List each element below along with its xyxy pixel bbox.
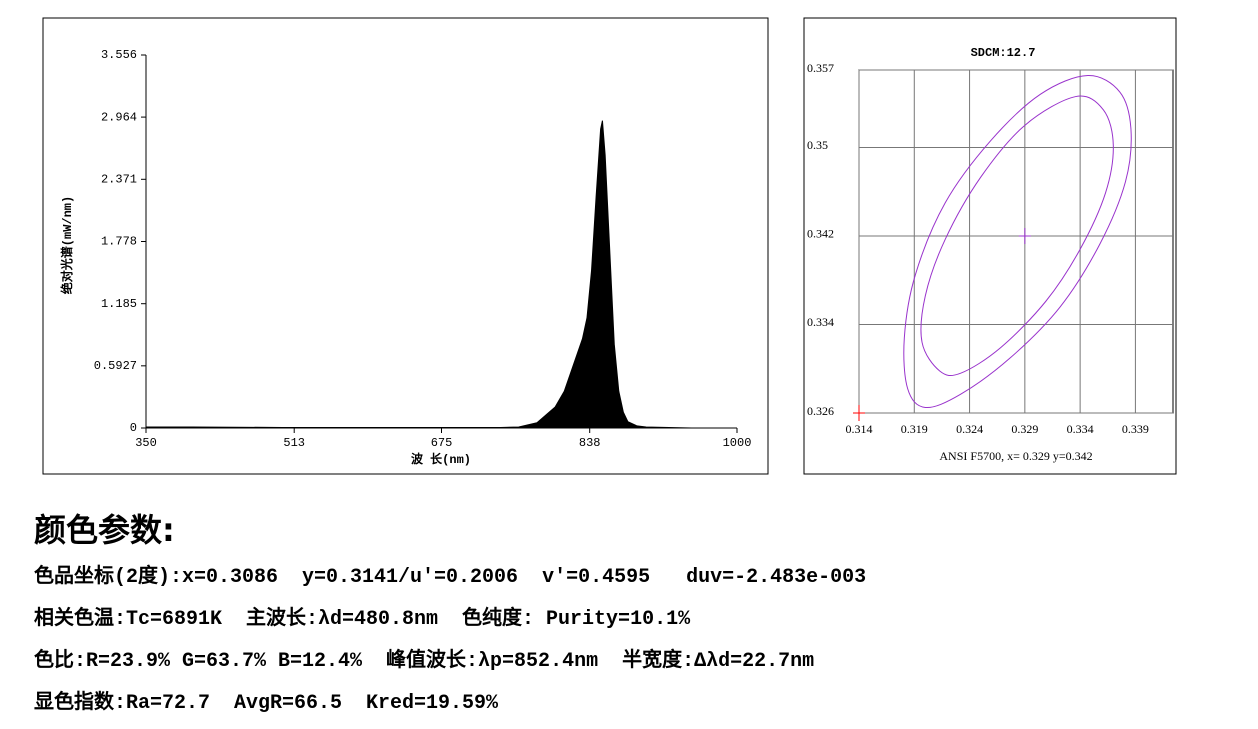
x-tick-label: 675 [431,436,453,450]
spectrum-area [145,120,737,429]
x-axis-label: ANSI F5700, x= 0.329 y=0.342 [939,449,1092,463]
y-tick-label: 0.326 [807,404,834,418]
x-tick-label: 1000 [723,436,752,450]
y-tick-label: 0.342 [807,227,834,241]
y-tick-label: 3.556 [101,48,137,62]
x-tick-label: 350 [135,436,157,450]
sdcm-ellipse [903,75,1132,409]
sdcm-ellipse [920,95,1114,377]
x-tick-label: 0.319 [901,422,928,436]
x-tick-label: 0.339 [1122,422,1149,436]
x-tick-label: 0.324 [956,422,983,436]
charts: 绝对光谱(mW/nm) 波 长(nm) SDCM:12.7 ANSI F5700… [42,17,1177,475]
right-panel [803,17,1177,475]
param-line: 色比:R=23.9% G=63.7% B=12.4% 峰值波长:λp=852.4… [34,650,815,673]
y-tick-label: 0.357 [807,61,834,75]
x-tick-label: 838 [579,436,601,450]
plot-frame [858,69,1174,414]
x-axis-label: 波 长(nm) [411,451,471,467]
y-tick-label: 0.5927 [94,359,137,373]
x-tick-label: 0.314 [846,422,873,436]
y-tick-label: 2.964 [101,110,137,124]
y-tick-label: 1.778 [101,235,137,249]
param-line: 显色指数:Ra=72.7 AvgR=66.5 Kred=19.59% [34,692,499,715]
heading: 颜色参数: [34,511,175,549]
cross-marker [1018,227,1031,244]
chart: 0.326 0.334 0.342 0.35 0.357 0.314 0.319 0.324 0… [807,61,1174,436]
cross-marker [853,405,865,421]
y-tick-label: 0.334 [807,315,834,329]
y-tick-label: 1.185 [101,297,137,311]
chart-title: SDCM:12.7 [971,46,1036,60]
parameters: 颜色参数: 色品坐标(2度):x=0.3086 y=0.3141/u'=0.20… [34,505,866,725]
param-line: 相关色温:Tc=6891K 主波长:λd=480.8nm 色纯度: Purity… [34,608,691,631]
x-tick-label: 0.334 [1067,422,1094,436]
x-tick-label: 0.329 [1011,422,1038,436]
y-tick-label: 0.35 [807,138,828,152]
x-tick-label: 513 [283,436,305,450]
param-line: 色品坐标(2度):x=0.3086 y=0.3141/u'=0.2006 v'=… [34,566,867,589]
left-panel [42,17,769,475]
chart: 0 0.5927 1.185 1.778 2.371 2.964 3.556 350 513 67… [94,48,752,450]
y-axis-label: 绝对光谱(mW/nm) [59,196,75,294]
y-tick-label: 0 [130,421,137,435]
y-tick-label: 2.371 [101,172,137,186]
